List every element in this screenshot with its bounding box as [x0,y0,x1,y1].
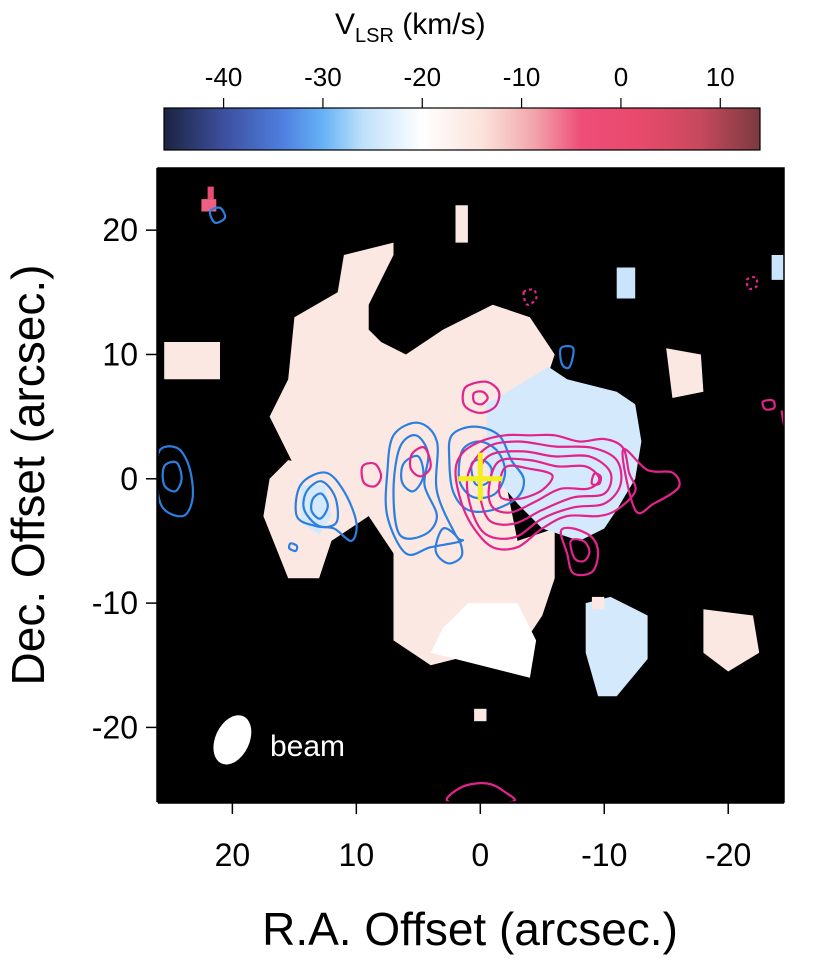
colorbar: VLSR (km/s) -40 -30 -20 -10 0 10 [163,8,761,151]
blue-contour-edge-1 [158,445,195,518]
velocity-field [164,186,784,722]
red-contour-5 [498,464,554,501]
red-contour-flare [621,447,681,515]
blue-contour-core-1 [447,425,526,513]
velocity-region-blue-south-patch [585,596,648,697]
beam-ellipse [213,715,252,765]
velocity-region-pink-blob-north [455,205,468,243]
center-cross-marker [458,452,503,501]
blue-contour-west-1 [294,471,358,543]
red-contour-north-1 [461,380,501,415]
y-tick-label: 0 [120,461,138,497]
blue-contour-north [558,344,575,370]
x-tick-label: -10 [581,837,627,873]
blue-contour-ring-2 [392,434,439,540]
red-contour-shock-2 [569,538,591,563]
blue-contour-nw [208,206,227,224]
velocity-region-red-pixel-nw [207,186,214,200]
velocity-region-pink-east-patch [703,609,760,672]
blue-contour-ring-3 [400,454,425,493]
y-tick-label: 10 [102,336,138,372]
blue-contour-ring-1 [384,421,465,557]
velocity-region-pink-pixel-nw [201,199,217,212]
blue-contour-core-2 [457,440,507,500]
x-tick-label: -20 [705,837,751,873]
red-contour-6 [590,472,602,486]
colorbar-tick-label: -20 [403,62,441,92]
velocity-region-main-red-body [263,242,555,666]
y-tick-label: 20 [102,212,138,248]
colorbar-ticks: -40 -30 -20 -10 0 10 [205,62,735,108]
colorbar-title-sub: LSR [355,25,394,47]
colorbar-tick-label: -30 [304,62,342,92]
blue-contour-west-2 [302,480,340,529]
red-contour-dash-1 [522,288,538,306]
y-axis-label: Dec. Offset (arcsec.) [2,265,54,686]
colorbar-tick-label: 10 [706,62,735,92]
velocity-region-pink-west-patch [164,342,220,380]
x-tick-label: 10 [339,837,375,873]
red-contour-dash-2 [745,276,759,290]
colorbar-title-unit: (km/s) [394,8,486,41]
red-contour-north-2 [472,390,489,406]
velocity-region-pink-pixel-sw [591,596,605,610]
velocity-region-pink-north-patch [666,348,704,398]
colorbar-tick-label: 0 [614,62,628,92]
red-contour-2 [465,440,623,540]
blue-contour-west-3 [310,492,329,520]
colorbar-title-v: V [335,8,355,41]
velocity-region-pink-pixel-south [474,708,487,722]
velocity-region-white-south-tail [430,603,537,678]
red-contours [360,276,784,802]
velocity-region-blue-pixel-ne2 [771,255,784,280]
colorbar-tick-label: -10 [503,62,541,92]
red-contour-mid-2 [408,446,432,478]
x-tick-label: 0 [471,837,489,873]
colorbar-scale [163,107,761,151]
red-contour-shock-1 [559,526,600,577]
red-contour-south [445,782,516,802]
beam-indicator: beam [213,715,345,765]
red-contour-1 [454,433,637,551]
red-contour-edge [761,398,776,411]
y-axis: 20 10 0 -10 -20 [92,168,158,802]
red-contour-mid-1 [360,462,383,488]
red-contour-4 [487,457,601,514]
colorbar-tick-label: -40 [205,62,243,92]
blue-contour-edge-2 [161,460,183,493]
y-tick-label: -20 [92,709,138,745]
colorbar-title: VLSR (km/s) [335,8,486,47]
plot-frame [157,167,785,803]
blue-contour-sw [287,542,299,553]
x-axis: 20 10 0 -10 -20 [158,802,784,873]
x-axis-label: R.A. Offset (arcsec.) [262,903,678,955]
velocity-region-blue-pixel-ne [616,267,636,299]
beam-label: beam [270,730,345,763]
x-tick-label: 20 [215,837,251,873]
y-tick-label: -10 [92,585,138,621]
blue-contour-south [434,527,464,565]
